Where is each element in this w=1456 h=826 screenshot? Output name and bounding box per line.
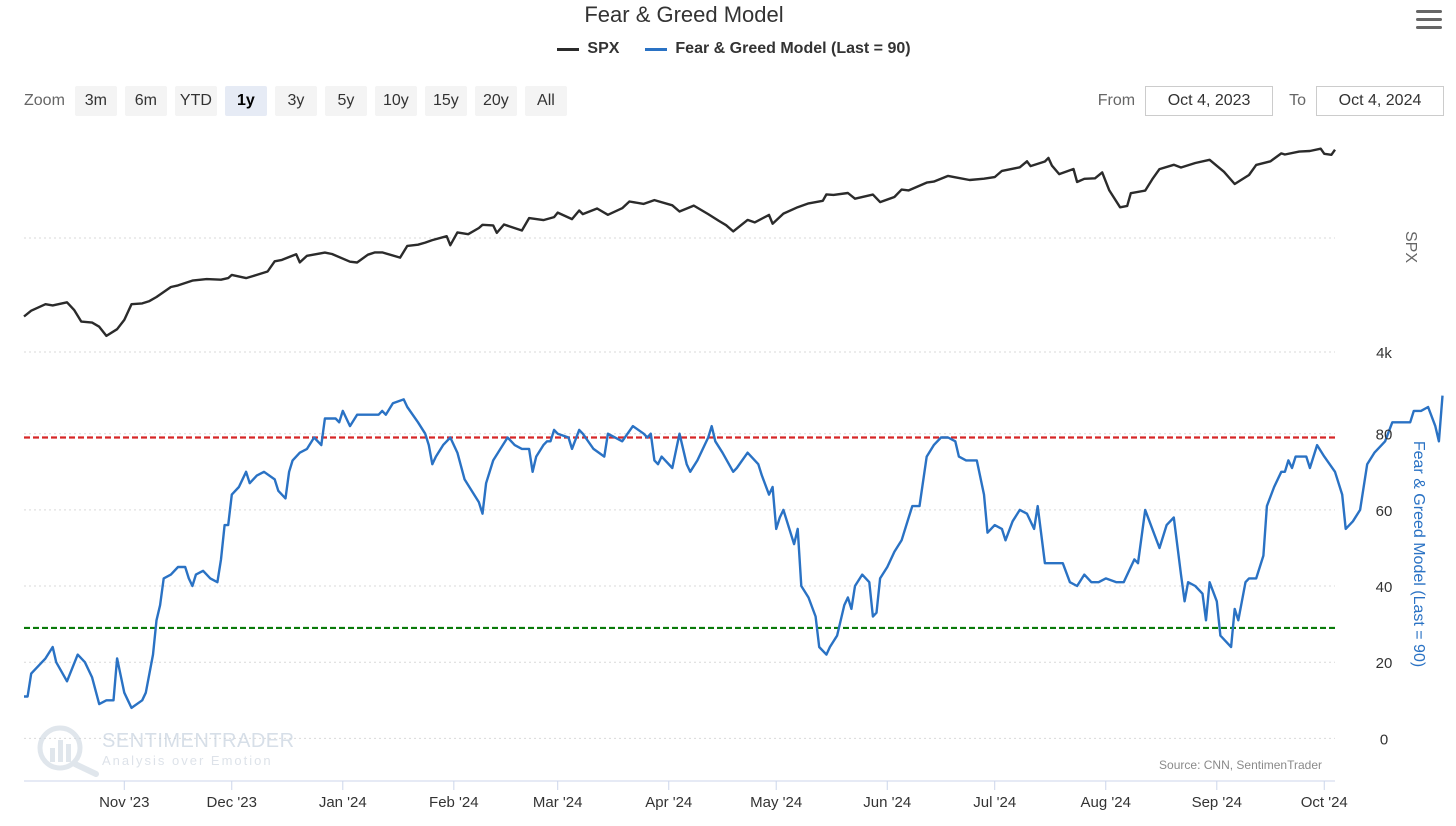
- watermark-brand: SENTIMENTRADER: [102, 730, 295, 752]
- threshold-lines: [24, 436, 1335, 630]
- zoom-button-15y[interactable]: 15y: [424, 86, 467, 116]
- legend-item-fear-greed[interactable]: Fear & Greed Model (Last = 90): [645, 40, 911, 58]
- zoom-button-3m[interactable]: 3m: [74, 86, 117, 116]
- fear-greed-tick-label: 20: [1376, 655, 1393, 672]
- x-tick-label: Nov '23: [99, 794, 149, 811]
- zoom-button-5y[interactable]: 5y: [324, 86, 367, 116]
- zoom-button-6m[interactable]: 6m: [124, 86, 167, 116]
- menu-bar: [1416, 10, 1442, 13]
- zoom-controls: Zoom 3m 6m YTD 1y 3y 5y 10y 15y 20y All: [24, 86, 567, 116]
- x-tick-label: Mar '24: [533, 794, 583, 811]
- x-tick-label: Jul '24: [973, 794, 1016, 811]
- from-date-input[interactable]: Oct 4, 2023: [1145, 86, 1274, 116]
- legend: SPX Fear & Greed Model (Last = 90): [0, 40, 1456, 58]
- fear-greed-tick-label: 60: [1376, 503, 1393, 520]
- menu-bar: [1416, 18, 1442, 21]
- zoom-button-20y[interactable]: 20y: [474, 86, 517, 116]
- zoom-button-all[interactable]: All: [524, 86, 567, 116]
- x-axis: Nov '23 Dec '23 Jan '24 Feb '24 Mar '24 Apr '…: [99, 781, 1348, 811]
- watermark: SENTIMENTRADER Analysis over Emotion: [30, 724, 300, 778]
- magnifier-chart-icon: [37, 725, 99, 777]
- hamburger-menu-icon[interactable]: [1416, 10, 1442, 32]
- fear-greed-tick-label: 40: [1376, 579, 1393, 596]
- fear-greed-tick-label: 0: [1380, 731, 1388, 748]
- x-tick-label: Oct '24: [1301, 794, 1348, 811]
- zoom-label: Zoom: [24, 92, 65, 109]
- x-tick-label: Sep '24: [1192, 794, 1242, 811]
- from-label: From: [1097, 92, 1136, 109]
- zoom-button-ytd[interactable]: YTD: [174, 86, 217, 116]
- series-line-fear-greed: [24, 395, 1444, 710]
- legend-swatch-spx: [557, 47, 580, 51]
- zoom-button-1y[interactable]: 1y: [224, 86, 267, 116]
- menu-bar: [1416, 26, 1442, 29]
- fear-greed-axis: 0 20 40 60 80: [1376, 427, 1393, 749]
- series-line-spx: [23, 147, 1336, 338]
- fear-greed-tick-label: 80: [1376, 427, 1393, 444]
- legend-swatch-fear-greed: [645, 47, 668, 51]
- legend-item-spx[interactable]: SPX: [557, 40, 619, 58]
- to-date-input[interactable]: Oct 4, 2024: [1316, 86, 1444, 116]
- date-range: From Oct 4, 2023 To Oct 4, 2024: [1098, 86, 1444, 116]
- x-tick-label: Apr '24: [645, 794, 692, 811]
- x-tick-label: Jan '24: [319, 794, 367, 811]
- zoom-button-3y[interactable]: 3y: [274, 86, 317, 116]
- spx-tick-label: 4k: [1376, 345, 1392, 362]
- to-label: To: [1289, 92, 1306, 109]
- x-tick-label: Jun '24: [863, 794, 911, 811]
- spx-axis-title: SPX: [1402, 231, 1419, 263]
- x-tick-label: May '24: [750, 794, 802, 811]
- zoom-button-10y[interactable]: 10y: [374, 86, 417, 116]
- x-tick-label: Feb '24: [429, 794, 479, 811]
- legend-label-spx: SPX: [587, 40, 620, 57]
- watermark-tagline: Analysis over Emotion: [102, 753, 273, 768]
- fear-greed-axis-title: Fear & Greed Model (Last = 90): [1410, 441, 1427, 667]
- chart-title: Fear & Greed Model: [584, 2, 784, 27]
- legend-label-fear-greed: Fear & Greed Model (Last = 90): [675, 40, 911, 57]
- x-tick-label: Dec '23: [207, 794, 257, 811]
- spx-axis: 4k: [1376, 345, 1392, 362]
- source-credit: Source: CNN, SentimenTrader: [1159, 758, 1322, 772]
- grid-lines: [24, 237, 1335, 739]
- x-tick-label: Aug '24: [1081, 794, 1131, 811]
